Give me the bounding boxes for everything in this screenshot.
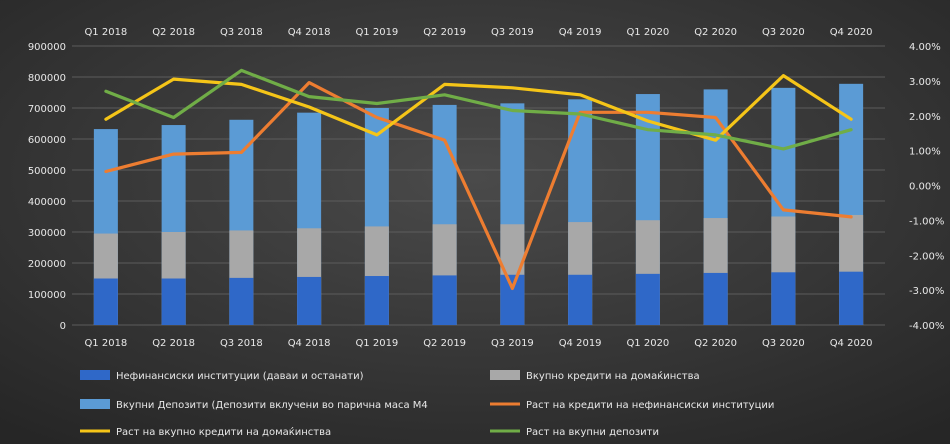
x-bottom-tick-label: Q4 2018 [288, 338, 331, 349]
x-top-tick-label: Q3 2020 [762, 27, 805, 38]
bar [364, 276, 389, 325]
x-top-tick-label: Q4 2020 [830, 27, 873, 38]
legend-label: Раст на вкупни депозити [526, 427, 659, 438]
y-right-tick-label: -4.00% [909, 321, 944, 332]
x-top-tick-label: Q2 2019 [423, 27, 466, 38]
bar [500, 274, 525, 325]
x-top-tick-label: Q3 2018 [220, 27, 263, 38]
x-bottom-tick-label: Q4 2020 [830, 338, 873, 349]
y-right-tick-label: 4.00% [909, 42, 941, 53]
bar [432, 275, 457, 325]
y-right-tick-label: -2.00% [909, 251, 944, 262]
legend-swatch [490, 370, 520, 380]
y-right-tick-label: -1.00% [909, 216, 944, 227]
x-top-tick-label: Q4 2018 [288, 27, 331, 38]
legend-swatch [80, 370, 110, 380]
y-left-tick-label: 400000 [28, 197, 66, 208]
bar [229, 277, 254, 325]
y-left-tick-label: 100000 [28, 290, 66, 301]
x-bottom-tick-label: Q3 2018 [220, 338, 263, 349]
x-bottom-tick-label: Q3 2020 [762, 338, 805, 349]
bar [771, 272, 796, 325]
legend-swatch [80, 399, 110, 409]
y-left-tick-label: 300000 [28, 228, 66, 239]
x-top-tick-label: Q2 2018 [152, 27, 195, 38]
y-right-tick-label: 1.00% [909, 147, 941, 158]
y-left-tick-label: 500000 [28, 166, 66, 177]
bar [839, 271, 864, 325]
y-left-tick-label: 200000 [28, 259, 66, 270]
series-line [104, 80, 853, 290]
series-line [104, 73, 853, 142]
y-left-tick-label: 0 [60, 321, 66, 332]
bar [703, 272, 728, 325]
bar [635, 273, 660, 325]
x-bottom-tick-label: Q2 2019 [423, 338, 466, 349]
x-bottom-tick-label: Q1 2019 [355, 338, 398, 349]
y-right-tick-label: -3.00% [909, 286, 944, 297]
bar [93, 278, 118, 325]
series-line [104, 68, 853, 151]
x-top-tick-label: Q3 2019 [491, 27, 534, 38]
x-top-tick-label: Q1 2018 [84, 27, 127, 38]
legend-label: Вкупни Депозити (Депозити вклучени во па… [116, 400, 428, 411]
legend-label: Раст на кредити на нефинансиски институц… [526, 400, 774, 411]
y-right-tick-label: 0.00% [909, 182, 941, 193]
bar [568, 274, 593, 325]
legend-label: Раст на вкупно кредити на домаќинства [116, 426, 331, 438]
y-left-tick-label: 900000 [28, 42, 66, 53]
x-top-tick-label: Q2 2020 [694, 27, 737, 38]
y-left-tick-label: 600000 [28, 135, 66, 146]
x-bottom-tick-label: Q3 2019 [491, 338, 534, 349]
x-bottom-tick-label: Q2 2018 [152, 338, 195, 349]
x-top-tick-label: Q1 2019 [355, 27, 398, 38]
y-left-tick-label: 800000 [28, 73, 66, 84]
bar [161, 278, 186, 325]
y-right-tick-label: 3.00% [909, 77, 941, 88]
bar [297, 276, 322, 325]
y-left-tick-label: 700000 [28, 104, 66, 115]
x-top-tick-label: Q1 2020 [626, 27, 669, 38]
legend-label: Нефинансиски институции (даваи и останат… [116, 371, 364, 382]
x-bottom-tick-label: Q2 2020 [694, 338, 737, 349]
y-right-tick-label: 2.00% [909, 112, 941, 123]
x-top-tick-label: Q4 2019 [559, 27, 602, 38]
x-bottom-tick-label: Q1 2020 [626, 338, 669, 349]
x-bottom-tick-label: Q4 2019 [559, 338, 602, 349]
legend-label: Вкупно кредити на домаќинства [526, 370, 700, 382]
x-bottom-tick-label: Q1 2018 [84, 338, 127, 349]
